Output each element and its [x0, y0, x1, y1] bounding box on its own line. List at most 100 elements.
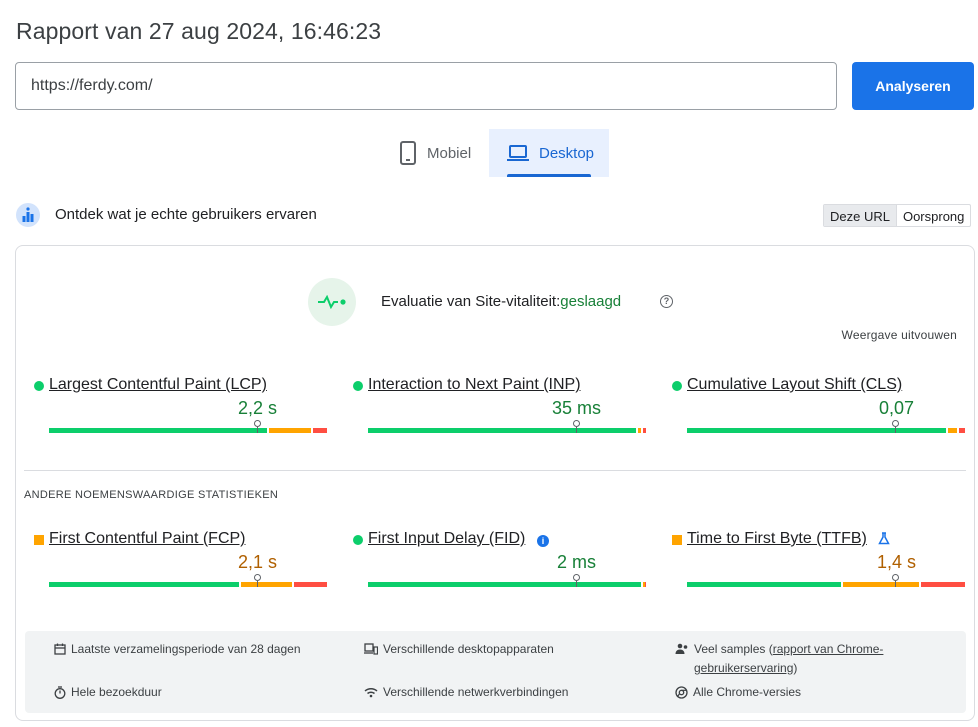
section-divider: [24, 470, 966, 471]
metric-inp: Interaction to Next Paint (INP) 35 ms: [353, 376, 646, 456]
good-status-icon: [34, 381, 44, 391]
assessment-label: Evaluatie van Site-vitaliteit:: [381, 293, 561, 310]
good-status-icon: [353, 535, 363, 545]
needs-improvement-segment: [240, 582, 292, 587]
page-title: Rapport van 27 aug 2024, 16:46:23: [16, 18, 382, 44]
help-icon[interactable]: ?: [660, 295, 673, 308]
metric-lcp: Largest Contentful Paint (LCP) 2,2 s: [34, 376, 327, 456]
url-input[interactable]: [15, 62, 837, 110]
calendar-icon: [54, 643, 66, 655]
metric-fid: First Input Delay (FID) i 2 ms: [353, 530, 647, 610]
tab-desktop[interactable]: Desktop: [489, 129, 609, 177]
info-icon[interactable]: i: [537, 535, 549, 547]
metric-value: 1,4 s: [877, 552, 917, 572]
average-status-icon: [672, 535, 682, 545]
stopwatch-icon: [54, 686, 66, 699]
assessment-status: geslaagd: [560, 293, 622, 310]
vitals-pulse-icon: [308, 278, 356, 326]
good-segment: [49, 428, 267, 433]
distribution-bar: [368, 420, 646, 433]
metric-value: 2,1 s: [238, 552, 278, 572]
average-status-icon: [34, 535, 44, 545]
analyse-button[interactable]: Analyseren: [852, 62, 974, 110]
distribution-bar: [368, 574, 647, 587]
devices-info: Verschillende desktopapparaten: [364, 640, 554, 659]
tab-mobile[interactable]: Mobiel: [389, 129, 489, 177]
field-data-card: [15, 245, 975, 721]
metric-name[interactable]: Largest Contentful Paint (LCP): [49, 376, 267, 393]
data-info-footer: [25, 631, 966, 713]
good-segment: [687, 428, 947, 433]
this-url-toggle[interactable]: Deze URL: [824, 205, 897, 226]
laptop-icon: [507, 145, 529, 161]
distribution-bar: [687, 574, 965, 587]
metric-name[interactable]: Interaction to Next Paint (INP): [368, 376, 581, 393]
people-icon: [675, 643, 688, 654]
collection-period-info: Laatste verzamelingsperiode van 28 dagen: [54, 640, 301, 659]
chrome-versions-info: Alle Chrome-versies: [675, 683, 801, 702]
samples-suffix: ): [793, 661, 798, 675]
needs-improvement-segment: [948, 428, 958, 433]
p75-marker: [892, 420, 899, 433]
distribution-bar: [49, 574, 327, 587]
origin-toggle[interactable]: Oorsprong: [902, 209, 965, 224]
expand-view-link[interactable]: Weergave uitvouwen: [841, 328, 957, 342]
chrome-versions-text: Alle Chrome-versies: [693, 685, 802, 699]
poor-segment: [920, 582, 965, 587]
good-status-icon: [353, 381, 363, 391]
collection-period-text: Laatste verzamelingsperiode van 28 dagen: [71, 642, 301, 656]
metric-name[interactable]: First Contentful Paint (FCP): [49, 530, 246, 547]
poor-segment: [959, 428, 965, 433]
tab-desktop-label: Desktop: [539, 144, 595, 162]
needs-improvement-segment: [842, 582, 919, 587]
poor-segment: [293, 582, 327, 587]
crux-report-link[interactable]: rapport van Chrome-gebruikerservaring: [694, 642, 884, 675]
good-segment: [368, 428, 636, 433]
metric-fcp: First Contentful Paint (FCP) 2,1 s: [34, 530, 327, 610]
good-segment: [368, 582, 642, 587]
metric-value: 0,07: [879, 398, 915, 418]
duration-text: Hele bezoekduur: [71, 685, 162, 699]
good-segment: [687, 582, 841, 587]
distribution-bar: [687, 420, 965, 433]
p75-marker: [892, 574, 899, 587]
needs-improvement-segment: [637, 428, 642, 433]
other-metrics-heading: ANDERE NOEMENSWAARDIGE STATISTIEKEN: [24, 489, 279, 501]
metric-value: 2,2 s: [238, 398, 278, 418]
network-info: Verschillende netwerkverbindingen: [364, 683, 568, 702]
crux-users-icon: [16, 203, 40, 227]
metric-ttfb: Time to First Byte (TTFB) 1,4 s: [672, 530, 965, 610]
metric-name[interactable]: Time to First Byte (TTFB): [687, 530, 867, 547]
metric-name[interactable]: Cumulative Layout Shift (CLS): [687, 376, 903, 393]
poor-segment: [644, 582, 647, 587]
p75-marker: [254, 420, 261, 433]
chrome-icon: [675, 686, 688, 699]
url-origin-toggle: Deze URL Oorsprong: [823, 204, 972, 227]
devices-text: Verschillende desktopapparaten: [383, 642, 554, 656]
needs-improvement-segment: [268, 428, 312, 433]
poor-segment: [643, 428, 646, 433]
p75-marker: [254, 574, 261, 587]
phone-icon: [400, 141, 416, 165]
samples-info: Veel samples (rapport van Chrome-gebruik…: [675, 640, 945, 678]
metric-cls: Cumulative Layout Shift (CLS) 0,07: [672, 376, 965, 456]
wifi-icon: [364, 687, 378, 698]
needs-improvement-segment: [643, 582, 645, 587]
samples-prefix: Veel samples (: [694, 642, 773, 656]
poor-segment: [313, 428, 327, 433]
distribution-bar: [49, 420, 327, 433]
good-segment: [49, 582, 239, 587]
metric-name[interactable]: First Input Delay (FID): [368, 530, 526, 547]
good-status-icon: [672, 381, 682, 391]
network-text: Verschillende netwerkverbindingen: [383, 685, 569, 699]
metric-value: 35 ms: [552, 398, 602, 418]
tab-mobile-label: Mobiel: [427, 144, 472, 162]
assessment-text: Evaluatie van Site-vitaliteit:geslaagd: [381, 293, 621, 310]
p75-marker: [573, 574, 580, 587]
crux-heading: Ontdek wat je echte gebruikers ervaren: [55, 206, 317, 223]
lab-flask-icon[interactable]: [878, 532, 890, 545]
p75-marker: [573, 420, 580, 433]
samples-text: Veel samples (rapport van Chrome-gebruik…: [694, 640, 945, 678]
devices-icon: [364, 643, 378, 655]
metric-value: 2 ms: [557, 552, 597, 572]
